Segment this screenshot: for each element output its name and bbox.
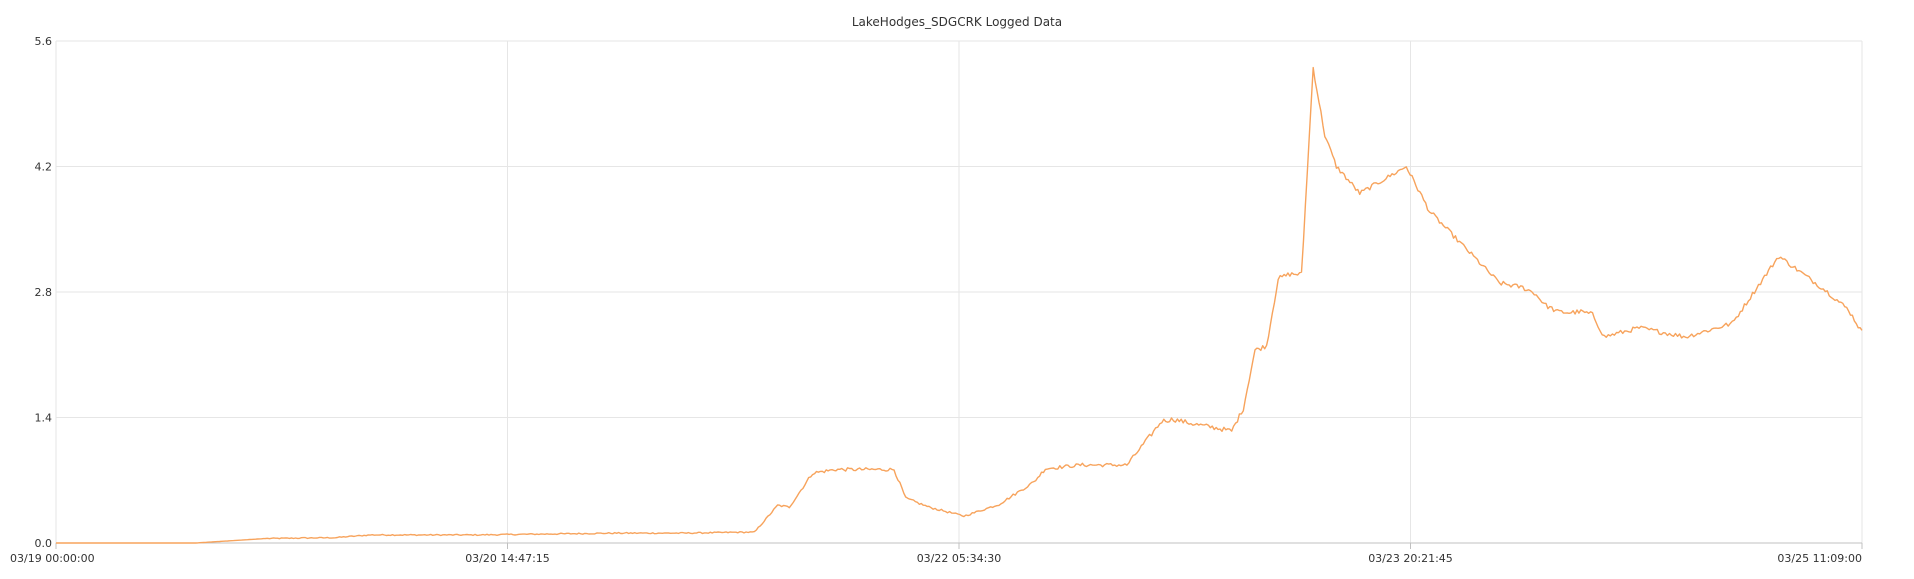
series-point: [473, 533, 477, 537]
series-point: [1404, 165, 1408, 169]
series-point: [1265, 344, 1269, 348]
x-tick-label: 03/20 14:47:15: [465, 552, 550, 565]
y-tick-label: 1.4: [35, 412, 53, 425]
series-point: [738, 530, 742, 534]
series-point: [1276, 277, 1280, 281]
series-point: [1847, 308, 1851, 312]
series-point: [1172, 417, 1176, 421]
series-point: [1125, 463, 1129, 467]
y-tick-label: 0.0: [35, 537, 53, 550]
series-point: [1544, 303, 1548, 307]
grid-lines: [56, 40, 1863, 543]
series-point: [1730, 321, 1734, 325]
series-point: [1195, 423, 1199, 427]
series-point: [1323, 133, 1327, 137]
series-point: [1777, 254, 1781, 258]
series-point: [752, 530, 756, 534]
series-point: [904, 496, 908, 500]
series-point: [1078, 463, 1082, 467]
y-tick-label: 5.6: [35, 35, 53, 48]
series-point: [1043, 467, 1047, 471]
series-layer: [54, 66, 1864, 545]
axes: [55, 41, 1863, 549]
series-point: [1567, 311, 1571, 315]
series-point: [1311, 66, 1315, 70]
y-tick-label: 4.2: [35, 161, 53, 174]
series-point: [1602, 335, 1606, 339]
series-point: [787, 505, 791, 509]
x-tick-label: 03/19 00:00:00: [10, 552, 95, 565]
series-point: [846, 468, 850, 472]
series-point: [962, 514, 966, 518]
series-point: [1532, 291, 1536, 295]
series-point: [1253, 348, 1257, 352]
series-point: [892, 468, 896, 472]
series-point: [927, 505, 931, 509]
series-point: [1497, 281, 1501, 285]
series-point: [1241, 407, 1245, 411]
series-point: [1428, 209, 1432, 213]
series-point: [613, 531, 617, 535]
series-point: [1160, 419, 1164, 423]
series-point: [1521, 286, 1525, 290]
series-point: [683, 531, 687, 535]
series-point: [368, 533, 372, 537]
series-point: [1684, 335, 1688, 339]
series-point: [264, 537, 268, 541]
series-point: [1334, 165, 1338, 169]
series-point: [1556, 310, 1560, 314]
series-point: [1032, 480, 1036, 484]
series-point: [1591, 312, 1595, 316]
series-point: [1579, 310, 1583, 314]
x-tick-label: 03/25 11:09:00: [1777, 552, 1862, 565]
series-point: [1823, 288, 1827, 292]
series-point: [1358, 191, 1362, 195]
series-point: [1300, 272, 1304, 276]
series-point: [1230, 429, 1234, 433]
series-point: [1637, 326, 1641, 330]
series-line: [56, 66, 1863, 544]
series-point: [54, 541, 58, 545]
x-tick-label: 03/22 05:34:30: [917, 552, 1002, 565]
series-point: [811, 471, 815, 475]
series-point: [543, 532, 547, 536]
x-tick-labels: 03/19 00:00:00 03/20 14:47:15 03/22 05:34:…: [10, 552, 1862, 565]
chart-title: LakeHodges_SDGCRK Logged Data: [851, 15, 1063, 29]
series-point: [776, 503, 780, 507]
x-tick-label: 03/23 20:21:45: [1368, 552, 1453, 565]
series-point: [1288, 272, 1292, 276]
series-point: [834, 468, 838, 472]
series-point: [997, 503, 1001, 507]
series-point: [194, 541, 198, 545]
series-point: [333, 536, 337, 540]
y-tick-label: 2.8: [35, 286, 53, 299]
series-point: [1206, 425, 1210, 429]
series-point: [1860, 330, 1864, 334]
y-tick-labels: 0.0 1.4 2.8 4.2 5.6: [35, 35, 53, 550]
